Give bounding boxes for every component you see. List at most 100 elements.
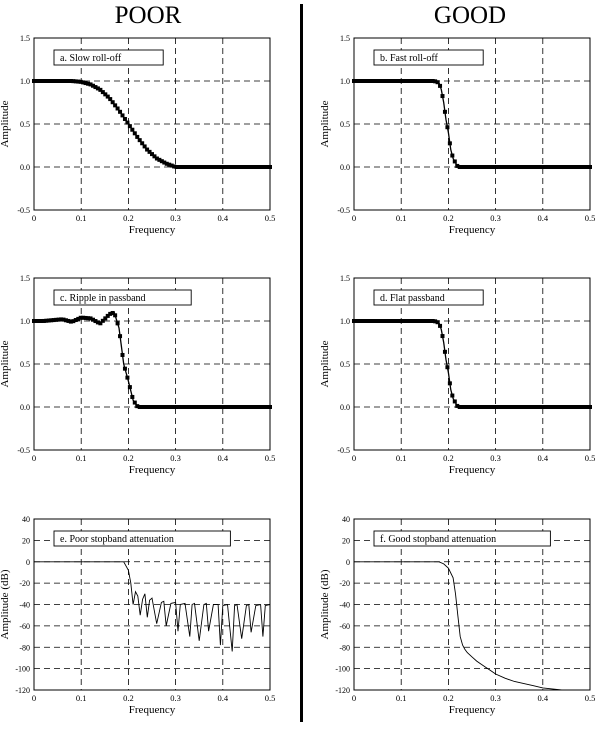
data-point (98, 321, 103, 326)
x-tick-label: 0.4 (217, 453, 228, 463)
data-point (374, 319, 379, 323)
data-point (553, 405, 558, 409)
data-point (578, 165, 583, 169)
data-point (181, 405, 186, 409)
x-tick-label: 0.5 (265, 453, 276, 463)
x-tick-label: 0 (32, 693, 36, 703)
y-tick-label: 1.0 (20, 77, 30, 86)
data-point (519, 405, 524, 409)
good-column-heading: GOOD (433, 2, 507, 29)
y-tick-label: 1.5 (340, 34, 350, 43)
data-point (248, 165, 253, 169)
data-point (211, 405, 216, 409)
data-point (455, 403, 460, 408)
y-axis-label: Amplitude (319, 340, 331, 387)
data-point (32, 319, 36, 323)
x-tick-label: 0.2 (443, 213, 454, 223)
data-point (157, 157, 162, 162)
data-point (240, 165, 245, 169)
data-point (541, 165, 546, 169)
data-point (465, 165, 470, 169)
data-point (76, 316, 81, 321)
data-point (494, 165, 499, 169)
data-point (130, 127, 135, 132)
data-point (103, 92, 108, 97)
data-point (118, 334, 123, 339)
data-point (184, 165, 189, 169)
data-point (95, 86, 100, 91)
data-point (529, 165, 533, 169)
data-point (245, 405, 250, 409)
data-point (482, 165, 487, 169)
plot-frame (353, 518, 591, 691)
data-point (440, 334, 445, 339)
data-point (560, 165, 565, 169)
data-point (546, 165, 551, 169)
plot-frame (33, 37, 271, 211)
y-tick-label: -20 (19, 579, 30, 588)
data-point (86, 81, 91, 86)
data-point (36, 79, 41, 83)
x-tick-label: 0.1 (396, 213, 407, 223)
data-point (68, 319, 73, 324)
data-point (583, 405, 588, 409)
data-point (568, 405, 573, 409)
data-point (233, 165, 238, 169)
data-point (556, 165, 561, 169)
data-point (260, 165, 265, 169)
data-point (260, 405, 265, 409)
data-point (162, 405, 167, 409)
data-point (521, 165, 526, 169)
data-point (145, 405, 150, 409)
y-tick-label: -0.5 (17, 446, 30, 455)
x-tick-label: 0 (352, 693, 356, 703)
data-point (531, 165, 536, 169)
data-point (130, 394, 135, 399)
data-point (132, 131, 137, 136)
data-point (56, 317, 61, 322)
annotation-box (53, 530, 231, 547)
data-point (213, 405, 218, 409)
data-point (39, 319, 44, 323)
data-point (204, 405, 209, 409)
data-point (551, 405, 556, 409)
x-tick-label: 0.5 (265, 693, 276, 703)
data-point (32, 79, 36, 83)
data-point (435, 320, 440, 325)
data-point (499, 405, 504, 409)
data-point (529, 405, 533, 409)
data-point (56, 79, 61, 83)
data-point (521, 405, 526, 409)
data-point (418, 319, 423, 323)
data-point (553, 165, 558, 169)
annotation-label: d. Flat passband (380, 293, 445, 304)
data-point (76, 79, 81, 84)
data-point (248, 405, 253, 409)
data-point (396, 79, 401, 83)
data-point (263, 165, 268, 169)
data-point (81, 80, 86, 85)
data-point (154, 156, 159, 161)
data-point (108, 311, 113, 316)
data-point (474, 165, 479, 169)
data-point (194, 405, 199, 409)
series-line (354, 561, 562, 691)
data-point (181, 165, 186, 169)
x-tick-label: 0.1 (76, 213, 87, 223)
data-point (352, 319, 356, 323)
y-tick-label: -60 (339, 622, 350, 631)
data-point (452, 159, 457, 164)
data-point (145, 147, 150, 152)
data-point (511, 165, 516, 169)
data-point (447, 141, 452, 146)
data-point (137, 405, 142, 409)
data-point (366, 79, 371, 83)
x-tick-label: 0.4 (537, 213, 548, 223)
data-point (63, 318, 68, 323)
data-point (565, 405, 570, 409)
data-point (191, 405, 196, 409)
data-point (509, 405, 514, 409)
x-axis-label: Frequency (449, 704, 496, 716)
x-tick-label: 0.2 (443, 453, 454, 463)
data-point (122, 366, 127, 371)
